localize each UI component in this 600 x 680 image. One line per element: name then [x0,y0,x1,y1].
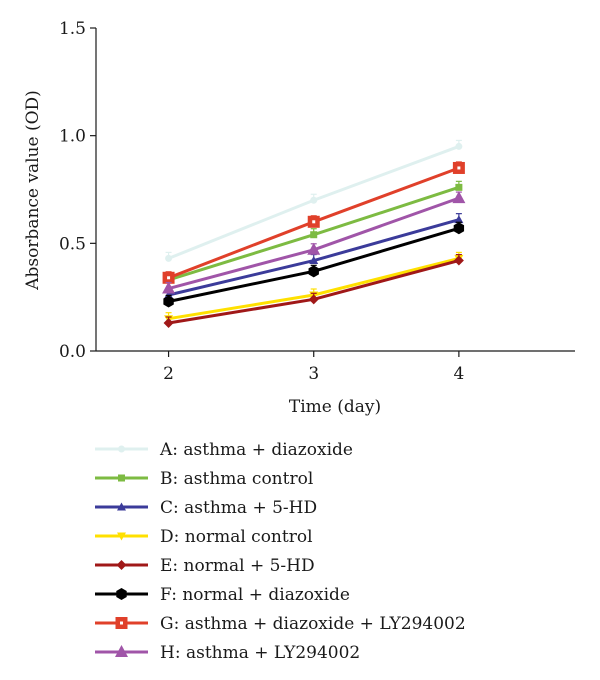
x-ticks: 2 3 4 [163,351,464,384]
series-g [162,161,465,284]
legend-label: C: asthma + 5-HD [160,498,317,518]
data-point [308,294,319,305]
legend-entry: A: asthma + diazoxide [95,440,353,460]
data-point [454,215,464,224]
legend-marker [117,502,126,511]
legend-marker [117,532,126,541]
y-tick-label: 1.0 [59,127,86,147]
series-a [165,139,463,262]
data-point [163,318,174,329]
legend-entry: C: asthma + 5-HD [95,498,317,518]
series-h [162,191,466,294]
data-point [453,255,464,266]
data-point [310,231,318,239]
data-point [452,191,466,204]
legend-marker [118,445,125,453]
legend-label: A: asthma + diazoxide [159,440,353,460]
legend: A: asthma + diazoxide B: asthma control C:… [95,440,466,663]
legend-marker [116,588,127,600]
data-point [455,183,463,191]
legend-entry: G: asthma + diazoxide + LY294002 [95,614,466,634]
y-tick-label: 0.0 [59,342,86,362]
series-layer [162,139,466,329]
data-point [163,295,174,308]
data-point [452,161,465,174]
series-e [163,253,464,329]
data-point [307,242,321,255]
legend-label: G: asthma + diazoxide + LY294002 [160,614,466,634]
data-point [310,196,318,204]
series-f [163,221,465,308]
x-tick-label: 2 [163,364,174,384]
axes [95,28,575,352]
y-tick-label: 0.5 [59,234,86,254]
legend-label: D: normal control [160,527,313,547]
data-point [307,215,320,228]
x-axis-title: Time (day) [289,397,381,417]
legend-label: B: asthma control [160,469,313,489]
legend-marker [115,645,128,657]
legend-marker [115,617,128,629]
legend-entry: H: asthma + LY294002 [95,643,360,663]
legend-label: E: normal + 5-HD [160,556,315,576]
data-point [453,222,465,235]
legend-entry: F: normal + diazoxide [95,585,350,605]
data-point [164,290,174,299]
data-point [455,142,463,150]
data-point [162,281,176,294]
data-point [165,254,173,262]
x-tick-label: 4 [453,364,464,384]
legend-marker [116,560,127,570]
data-point [308,265,319,278]
x-tick-label: 3 [308,364,319,384]
y-ticks: 0.0 0.5 1.0 1.5 [59,19,96,362]
legend-label: H: asthma + LY294002 [160,643,360,663]
y-tick-label: 1.5 [59,19,86,39]
legend-entry: B: asthma control [95,469,313,489]
data-point [309,256,319,265]
legend-label: F: normal + diazoxide [160,585,350,605]
y-axis-title: Absorbance value (OD) [23,90,43,291]
data-point [162,271,175,284]
legend-marker [118,474,125,482]
legend-entry: E: normal + 5-HD [95,556,315,576]
legend-entry: D: normal control [95,527,313,547]
